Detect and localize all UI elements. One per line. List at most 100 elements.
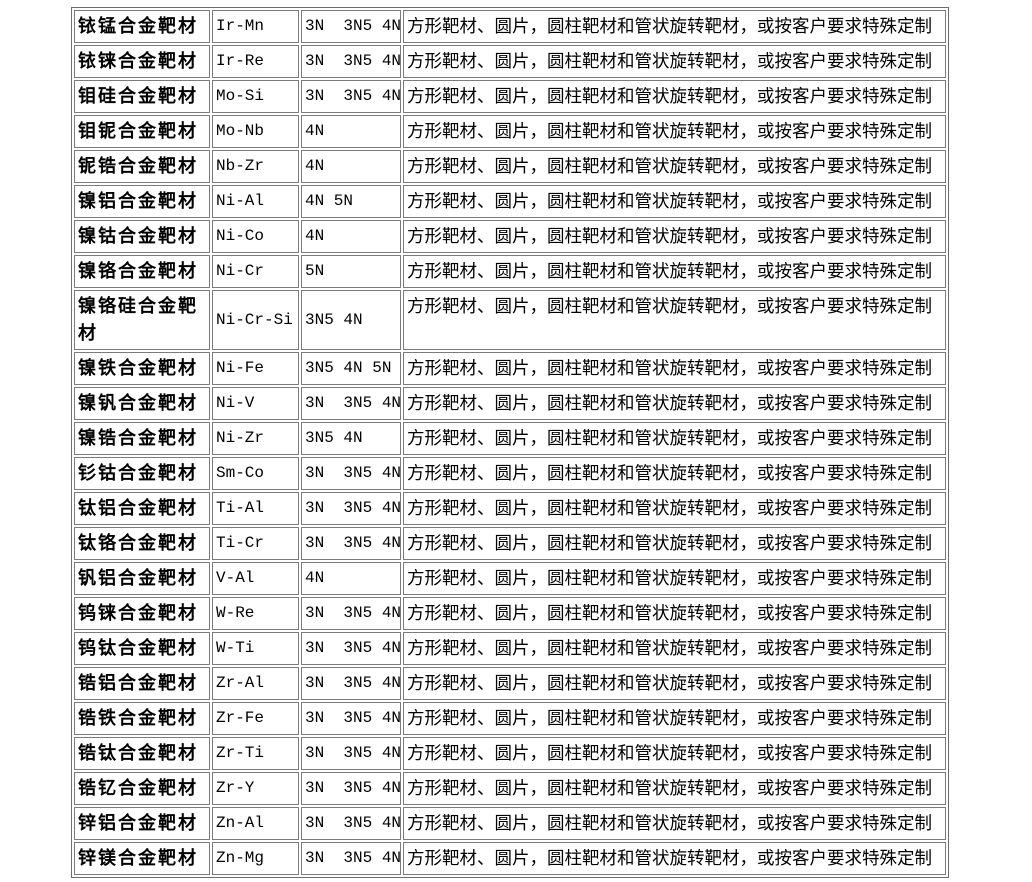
cell-product-name: 钨钛合金靶材 — [74, 632, 210, 665]
table-row: 钼硅合金靶材 Mo-Si 3N 3N5 4N 方形靶材、圆片，圆柱靶材和管状旋转… — [74, 80, 946, 113]
cell-purity: 4N 5N — [301, 185, 401, 218]
cell-forms-description: 方形靶材、圆片，圆柱靶材和管状旋转靶材，或按客户要求特殊定制 — [403, 772, 946, 805]
cell-formula: Mo-Si — [212, 80, 299, 113]
cell-product-name: 锆铝合金靶材 — [74, 667, 210, 700]
cell-forms-description: 方形靶材、圆片，圆柱靶材和管状旋转靶材，或按客户要求特殊定制 — [403, 80, 946, 113]
table-row: 铱锰合金靶材 Ir-Mn 3N 3N5 4N 方形靶材、圆片，圆柱靶材和管状旋转… — [74, 10, 946, 43]
cell-product-name: 镍铝合金靶材 — [74, 185, 210, 218]
table-row: 镍钴合金靶材 Ni-Co 4N 方形靶材、圆片，圆柱靶材和管状旋转靶材，或按客户… — [74, 220, 946, 253]
table-row: 钒铝合金靶材 V-Al 4N 方形靶材、圆片，圆柱靶材和管状旋转靶材，或按客户要… — [74, 562, 946, 595]
cell-forms-description: 方形靶材、圆片，圆柱靶材和管状旋转靶材，或按客户要求特殊定制 — [403, 667, 946, 700]
table-row: 锆铝合金靶材 Zr-Al 3N 3N5 4N 方形靶材、圆片，圆柱靶材和管状旋转… — [74, 667, 946, 700]
cell-forms-description: 方形靶材、圆片，圆柱靶材和管状旋转靶材，或按客户要求特殊定制 — [403, 220, 946, 253]
cell-forms-description: 方形靶材、圆片，圆柱靶材和管状旋转靶材，或按客户要求特殊定制 — [403, 562, 946, 595]
cell-formula: Ir-Mn — [212, 10, 299, 43]
table-row: 钨铼合金靶材 W-Re 3N 3N5 4N 方形靶材、圆片，圆柱靶材和管状旋转靶… — [74, 597, 946, 630]
table-row: 镍铬合金靶材 Ni-Cr 5N 方形靶材、圆片，圆柱靶材和管状旋转靶材，或按客户… — [74, 255, 946, 288]
cell-forms-description: 方形靶材、圆片，圆柱靶材和管状旋转靶材，或按客户要求特殊定制 — [403, 632, 946, 665]
table-row: 锆钇合金靶材 Zr-Y 3N 3N5 4N 方形靶材、圆片，圆柱靶材和管状旋转靶… — [74, 772, 946, 805]
cell-formula: Ni-Al — [212, 185, 299, 218]
cell-purity: 5N — [301, 255, 401, 288]
cell-formula: W-Ti — [212, 632, 299, 665]
cell-product-name: 镍铁合金靶材 — [74, 352, 210, 385]
cell-forms-description: 方形靶材、圆片，圆柱靶材和管状旋转靶材，或按客户要求特殊定制 — [403, 422, 946, 455]
cell-formula: Ir-Re — [212, 45, 299, 78]
cell-purity: 3N 3N5 4N — [301, 702, 401, 735]
cell-product-name: 铱铼合金靶材 — [74, 45, 210, 78]
cell-product-name: 钐钴合金靶材 — [74, 457, 210, 490]
cell-product-name: 锆钛合金靶材 — [74, 737, 210, 770]
cell-formula: Zr-Ti — [212, 737, 299, 770]
cell-formula: Ni-Fe — [212, 352, 299, 385]
cell-purity: 3N 3N5 4N — [301, 10, 401, 43]
cell-product-name: 镍铬硅合金靶材 — [74, 290, 210, 350]
table-row: 钐钴合金靶材 Sm-Co 3N 3N5 4N 方形靶材、圆片，圆柱靶材和管状旋转… — [74, 457, 946, 490]
cell-purity: 3N5 4N — [301, 290, 401, 350]
cell-formula: Sm-Co — [212, 457, 299, 490]
cell-forms-description: 方形靶材、圆片，圆柱靶材和管状旋转靶材，或按客户要求特殊定制 — [403, 492, 946, 525]
cell-formula: Zr-Fe — [212, 702, 299, 735]
cell-forms-description: 方形靶材、圆片，圆柱靶材和管状旋转靶材，或按客户要求特殊定制 — [403, 597, 946, 630]
cell-formula: Zr-Al — [212, 667, 299, 700]
cell-product-name: 钼硅合金靶材 — [74, 80, 210, 113]
cell-formula: W-Re — [212, 597, 299, 630]
cell-formula: V-Al — [212, 562, 299, 595]
table-row: 钨钛合金靶材 W-Ti 3N 3N5 4N 方形靶材、圆片，圆柱靶材和管状旋转靶… — [74, 632, 946, 665]
cell-product-name: 钛铝合金靶材 — [74, 492, 210, 525]
cell-forms-description: 方形靶材、圆片，圆柱靶材和管状旋转靶材，或按客户要求特殊定制 — [403, 45, 946, 78]
cell-purity: 3N 3N5 4N — [301, 45, 401, 78]
cell-purity: 4N — [301, 150, 401, 183]
cell-product-name: 锌铝合金靶材 — [74, 807, 210, 840]
table-row: 镍铬硅合金靶材 Ni-Cr-Si 3N5 4N 方形靶材、圆片，圆柱靶材和管状旋… — [74, 290, 946, 350]
cell-formula: Ti-Al — [212, 492, 299, 525]
cell-purity: 3N 3N5 4N — [301, 457, 401, 490]
cell-formula: Zr-Y — [212, 772, 299, 805]
cell-purity: 3N 3N5 4N — [301, 772, 401, 805]
cell-product-name: 镍钴合金靶材 — [74, 220, 210, 253]
cell-purity: 3N5 4N — [301, 422, 401, 455]
table-row: 镍铝合金靶材 Ni-Al 4N 5N 方形靶材、圆片，圆柱靶材和管状旋转靶材，或… — [74, 185, 946, 218]
table-row: 钛铬合金靶材 Ti-Cr 3N 3N5 4N 方形靶材、圆片，圆柱靶材和管状旋转… — [74, 527, 946, 560]
cell-forms-description: 方形靶材、圆片，圆柱靶材和管状旋转靶材，或按客户要求特殊定制 — [403, 352, 946, 385]
cell-forms-description: 方形靶材、圆片，圆柱靶材和管状旋转靶材，或按客户要求特殊定制 — [403, 185, 946, 218]
cell-product-name: 铱锰合金靶材 — [74, 10, 210, 43]
cell-formula: Nb-Zr — [212, 150, 299, 183]
cell-forms-description: 方形靶材、圆片，圆柱靶材和管状旋转靶材，或按客户要求特殊定制 — [403, 737, 946, 770]
cell-formula: Mo-Nb — [212, 115, 299, 148]
table-row: 锌镁合金靶材 Zn-Mg 3N 3N5 4N 方形靶材、圆片，圆柱靶材和管状旋转… — [74, 842, 946, 875]
cell-purity: 4N — [301, 115, 401, 148]
cell-forms-description: 方形靶材、圆片，圆柱靶材和管状旋转靶材，或按客户要求特殊定制 — [403, 255, 946, 288]
cell-product-name: 钛铬合金靶材 — [74, 527, 210, 560]
cell-product-name: 镍钒合金靶材 — [74, 387, 210, 420]
cell-product-name: 镍铬合金靶材 — [74, 255, 210, 288]
cell-forms-description: 方形靶材、圆片，圆柱靶材和管状旋转靶材，或按客户要求特殊定制 — [403, 387, 946, 420]
cell-formula: Ni-Cr-Si — [212, 290, 299, 350]
table-row: 镍钒合金靶材 Ni-V 3N 3N5 4N 方形靶材、圆片，圆柱靶材和管状旋转靶… — [74, 387, 946, 420]
cell-purity: 3N 3N5 4N — [301, 667, 401, 700]
cell-forms-description: 方形靶材、圆片，圆柱靶材和管状旋转靶材，或按客户要求特殊定制 — [403, 115, 946, 148]
cell-purity: 3N 3N5 4N — [301, 597, 401, 630]
alloy-target-table: 铱锰合金靶材 Ir-Mn 3N 3N5 4N 方形靶材、圆片，圆柱靶材和管状旋转… — [71, 7, 949, 878]
table-body: 铱锰合金靶材 Ir-Mn 3N 3N5 4N 方形靶材、圆片，圆柱靶材和管状旋转… — [74, 10, 946, 875]
table-row: 镍锆合金靶材 Ni-Zr 3N5 4N 方形靶材、圆片，圆柱靶材和管状旋转靶材，… — [74, 422, 946, 455]
cell-product-name: 锌镁合金靶材 — [74, 842, 210, 875]
cell-purity: 3N 3N5 4N — [301, 492, 401, 525]
table-row: 锌铝合金靶材 Zn-Al 3N 3N5 4N 方形靶材、圆片，圆柱靶材和管状旋转… — [74, 807, 946, 840]
cell-product-name: 锆铁合金靶材 — [74, 702, 210, 735]
table-row: 钛铝合金靶材 Ti-Al 3N 3N5 4N 方形靶材、圆片，圆柱靶材和管状旋转… — [74, 492, 946, 525]
table-row: 镍铁合金靶材 Ni-Fe 3N5 4N 5N 方形靶材、圆片，圆柱靶材和管状旋转… — [74, 352, 946, 385]
cell-forms-description: 方形靶材、圆片，圆柱靶材和管状旋转靶材，或按客户要求特殊定制 — [403, 527, 946, 560]
cell-forms-description: 方形靶材、圆片，圆柱靶材和管状旋转靶材，或按客户要求特殊定制 — [403, 290, 946, 350]
cell-forms-description: 方形靶材、圆片，圆柱靶材和管状旋转靶材，或按客户要求特殊定制 — [403, 457, 946, 490]
table-row: 钼铌合金靶材 Mo-Nb 4N 方形靶材、圆片，圆柱靶材和管状旋转靶材，或按客户… — [74, 115, 946, 148]
cell-forms-description: 方形靶材、圆片，圆柱靶材和管状旋转靶材，或按客户要求特殊定制 — [403, 702, 946, 735]
cell-purity: 4N — [301, 220, 401, 253]
cell-forms-description: 方形靶材、圆片，圆柱靶材和管状旋转靶材，或按客户要求特殊定制 — [403, 807, 946, 840]
table-row: 锆铁合金靶材 Zr-Fe 3N 3N5 4N 方形靶材、圆片，圆柱靶材和管状旋转… — [74, 702, 946, 735]
cell-purity: 3N 3N5 4N — [301, 807, 401, 840]
table-row: 铌锆合金靶材 Nb-Zr 4N 方形靶材、圆片，圆柱靶材和管状旋转靶材，或按客户… — [74, 150, 946, 183]
cell-formula: Zn-Al — [212, 807, 299, 840]
cell-product-name: 钨铼合金靶材 — [74, 597, 210, 630]
cell-formula: Ti-Cr — [212, 527, 299, 560]
